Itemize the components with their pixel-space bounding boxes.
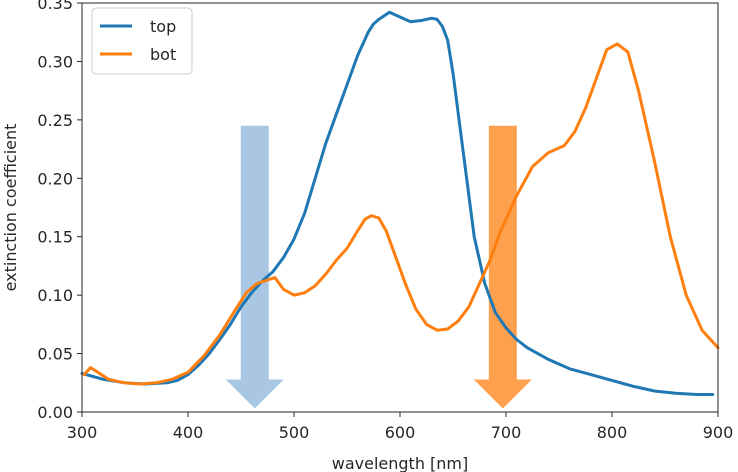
y-tick-label: 0.25 xyxy=(37,111,73,130)
legend-label-top: top xyxy=(150,17,176,36)
x-tick-label: 500 xyxy=(279,423,310,442)
y-tick-label: 0.00 xyxy=(37,403,73,422)
y-tick-label: 0.35 xyxy=(37,0,73,13)
series-line-bot xyxy=(82,42,720,386)
y-tick-label: 0.10 xyxy=(37,286,73,305)
annotation-arrow-1 xyxy=(225,125,284,409)
x-axis-ticks: 300 400 500 600 700 800 900 xyxy=(67,412,734,442)
x-axis-label: wavelength [nm] xyxy=(332,454,469,472)
y-tick-label: 0.20 xyxy=(37,169,73,188)
series-line-top xyxy=(80,10,715,396)
annotation-arrows xyxy=(225,125,532,409)
annotation-arrow-2 xyxy=(473,125,532,409)
series-lines xyxy=(80,10,720,396)
x-tick-label: 400 xyxy=(173,423,204,442)
x-tick-label: 800 xyxy=(597,423,628,442)
legend-label-bot: bot xyxy=(150,45,176,64)
legend: top bot xyxy=(91,7,193,75)
y-tick-label: 0.15 xyxy=(37,228,73,247)
y-axis-ticks: 0.00 0.05 0.10 0.15 0.20 0.25 0.30 0.35 xyxy=(37,0,82,422)
y-tick-label: 0.30 xyxy=(37,52,73,71)
x-tick-label: 300 xyxy=(67,423,98,442)
y-axis-label: extinction coefficient xyxy=(1,124,20,292)
x-tick-label: 900 xyxy=(703,423,734,442)
legend-box xyxy=(91,7,193,75)
x-tick-label: 600 xyxy=(385,423,416,442)
y-tick-label: 0.05 xyxy=(37,345,73,364)
x-tick-label: 700 xyxy=(491,423,522,442)
